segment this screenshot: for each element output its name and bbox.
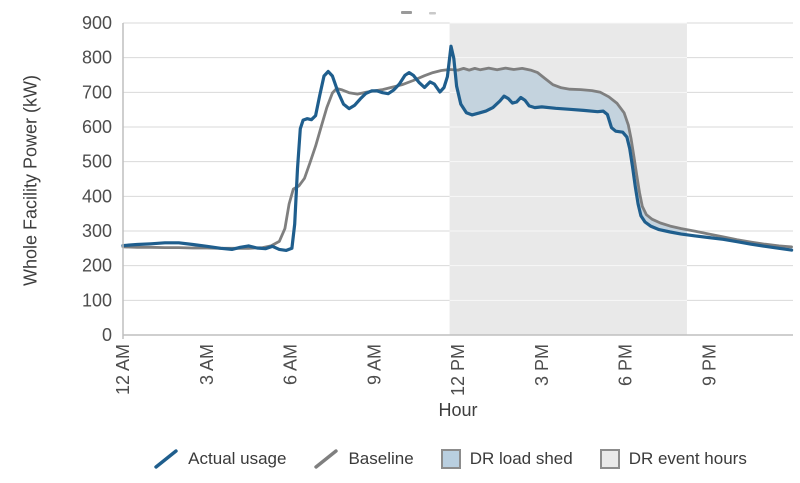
- x-tick-3-am: 3 AM: [197, 344, 217, 385]
- x-tick-12-am: 12 AM: [113, 344, 133, 395]
- y-tick-400: 400: [82, 186, 112, 206]
- actual-usage-line: [121, 44, 794, 252]
- diagonal-line-icon: [154, 449, 178, 469]
- x-tick-12-pm: 12 PM: [448, 344, 468, 396]
- x-tick-6-pm: 6 PM: [616, 344, 636, 386]
- x-tick-6-am: 6 AM: [281, 344, 301, 385]
- baseline-line: [121, 66, 793, 250]
- x-tick-3-pm: 3 PM: [532, 344, 552, 386]
- y-tick-700: 700: [82, 82, 112, 102]
- legend-label: DR event hours: [628, 449, 747, 468]
- x-axis-title: Hour: [438, 400, 478, 420]
- y-tick-0: 0: [102, 325, 112, 345]
- legend-item-baseline: Baseline: [313, 448, 414, 470]
- dr-load-shed-area: [455, 68, 687, 235]
- x-tick-9-am: 9 AM: [364, 344, 384, 385]
- legend-item-dr-load-shed: DR load shed: [440, 449, 573, 469]
- y-tick-300: 300: [82, 221, 112, 241]
- dr-load-shed-area-swatch-icon: [440, 449, 461, 469]
- cropped-text-artifact: [429, 12, 436, 15]
- chart-legend: Actual usage Baseline DR load shed DR event…: [100, 443, 800, 475]
- legend-label: DR load shed: [469, 449, 573, 468]
- actual-usage-line-swatch-icon: [154, 449, 178, 469]
- y-tick-100: 100: [82, 290, 112, 310]
- legend-label: Baseline: [348, 449, 414, 468]
- y-tick-200: 200: [82, 256, 112, 276]
- diagonal-line-icon: [314, 449, 339, 469]
- legend-item-actual-usage: Actual usage: [153, 448, 286, 470]
- dr-event-hours-area-swatch-icon: [599, 449, 620, 469]
- y-axis-title: Whole Facility Power (kW): [20, 74, 41, 287]
- y-tick-600: 600: [82, 117, 112, 137]
- x-tick-9-pm: 9 PM: [699, 344, 719, 386]
- y-tick-800: 800: [82, 48, 112, 68]
- y-tick-900: 900: [82, 13, 112, 33]
- y-tick-500: 500: [82, 152, 112, 172]
- cropped-text-artifact: [401, 11, 412, 14]
- legend-label: Actual usage: [188, 449, 287, 468]
- baseline-line-swatch-icon: [314, 449, 339, 469]
- legend-item-dr-event-hours: DR event hours: [599, 449, 747, 469]
